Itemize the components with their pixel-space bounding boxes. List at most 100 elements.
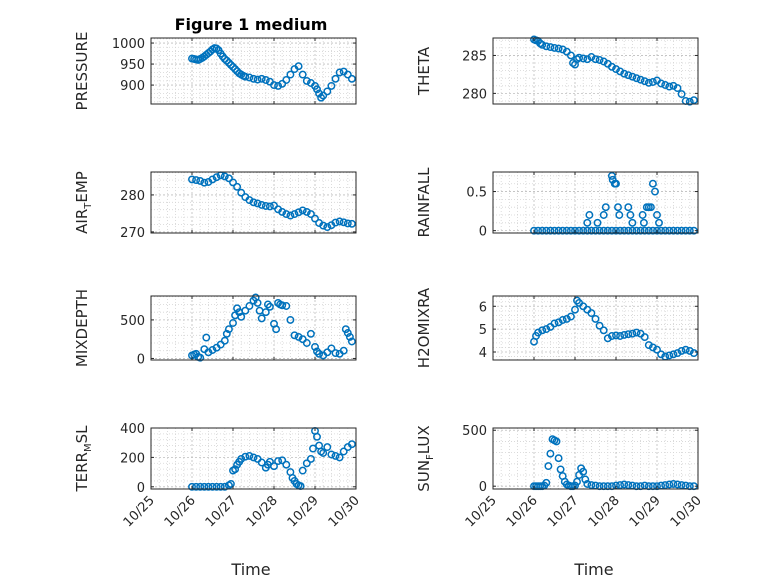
y-axis-label: H2OMIXRA	[415, 287, 433, 368]
data-point	[278, 301, 287, 310]
y-tick-label: 280	[120, 189, 145, 204]
data-point	[689, 349, 698, 358]
data-point	[626, 211, 635, 219]
data-point	[302, 207, 311, 216]
data-point	[685, 97, 694, 106]
minor-grid	[493, 172, 698, 233]
data-point	[319, 91, 328, 100]
data-point	[587, 309, 596, 318]
data-point	[339, 346, 348, 355]
data-point	[229, 63, 237, 71]
x-axis-label-right: Time	[573, 560, 613, 579]
data-point	[298, 466, 307, 475]
data-point	[331, 74, 340, 83]
data-point	[603, 226, 612, 235]
data-point	[669, 226, 678, 235]
data-point	[222, 329, 231, 338]
data-point	[196, 482, 205, 491]
data-point	[202, 333, 211, 342]
data-point	[648, 78, 657, 86]
data-point	[612, 331, 620, 340]
data-point	[188, 482, 196, 491]
tick-marks	[150, 172, 357, 233]
subplot-grid: 900 950 1000 PRESSURE 280 285 THETA 270 280 AIRTE…	[73, 32, 705, 531]
tick-marks	[492, 38, 699, 104]
data-point	[323, 87, 332, 96]
plot-area	[493, 172, 698, 233]
data-point	[573, 477, 581, 486]
data-point	[593, 218, 602, 227]
data-point	[317, 93, 326, 102]
data-point	[677, 346, 686, 355]
data-point	[599, 226, 608, 235]
data-series	[188, 293, 356, 362]
tick-marks	[492, 296, 699, 360]
data-point	[229, 319, 237, 327]
axes-box	[150, 171, 357, 234]
data-point	[208, 482, 217, 491]
data-point	[595, 56, 604, 64]
data-point	[196, 353, 205, 362]
data-point	[286, 315, 295, 324]
y-axis-label: THETA	[415, 46, 433, 96]
data-point	[595, 321, 604, 330]
data-point	[241, 72, 250, 81]
data-point	[231, 65, 240, 74]
data-point	[681, 226, 690, 235]
data-point	[587, 53, 596, 61]
data-point	[313, 85, 321, 94]
data-point	[270, 462, 278, 471]
data-series	[188, 426, 356, 491]
data-point	[261, 202, 270, 210]
y-tick-label: 500	[462, 424, 487, 439]
x-axis-label-left: Time	[230, 560, 270, 579]
data-series	[188, 44, 356, 102]
data-point	[261, 308, 270, 317]
y-tick-label: 280	[462, 87, 487, 102]
data-point	[331, 218, 340, 227]
data-point	[616, 332, 625, 340]
data-point	[192, 482, 201, 491]
data-point	[282, 460, 291, 469]
data-point	[331, 349, 340, 358]
data-series	[188, 171, 356, 232]
data-point	[614, 203, 622, 212]
data-point	[562, 314, 571, 323]
data-point	[274, 457, 283, 466]
data-point	[212, 173, 221, 182]
data-point	[257, 74, 266, 83]
data-point	[665, 351, 674, 360]
data-point	[319, 449, 328, 457]
data-point	[607, 332, 616, 340]
data-point	[272, 325, 281, 334]
data-point	[257, 200, 266, 209]
data-point	[550, 319, 559, 328]
data-point	[220, 482, 229, 491]
data-point	[261, 76, 270, 84]
data-point	[554, 226, 563, 235]
plot-area	[493, 296, 698, 360]
data-point	[542, 42, 551, 51]
y-tick-label: 285	[462, 49, 487, 64]
data-point	[587, 226, 596, 235]
data-point	[335, 68, 344, 77]
data-point	[233, 182, 242, 191]
data-point	[636, 75, 645, 84]
data-point	[673, 226, 682, 235]
tick-marks	[150, 38, 357, 104]
data-point	[237, 188, 246, 197]
y-axis-label: PRESSURE	[73, 32, 91, 111]
data-point	[282, 76, 291, 84]
data-point	[661, 226, 670, 235]
data-point	[644, 226, 653, 235]
data-point	[632, 74, 641, 83]
data-point	[640, 226, 649, 235]
data-point	[286, 211, 295, 220]
data-point	[546, 449, 555, 458]
data-point	[673, 349, 682, 358]
data-point	[282, 302, 291, 310]
data-point	[188, 175, 196, 184]
data-point	[220, 172, 229, 181]
tick-marks	[150, 427, 357, 489]
subplot-air-temp: 270 280 AIRTEMP	[73, 171, 357, 241]
